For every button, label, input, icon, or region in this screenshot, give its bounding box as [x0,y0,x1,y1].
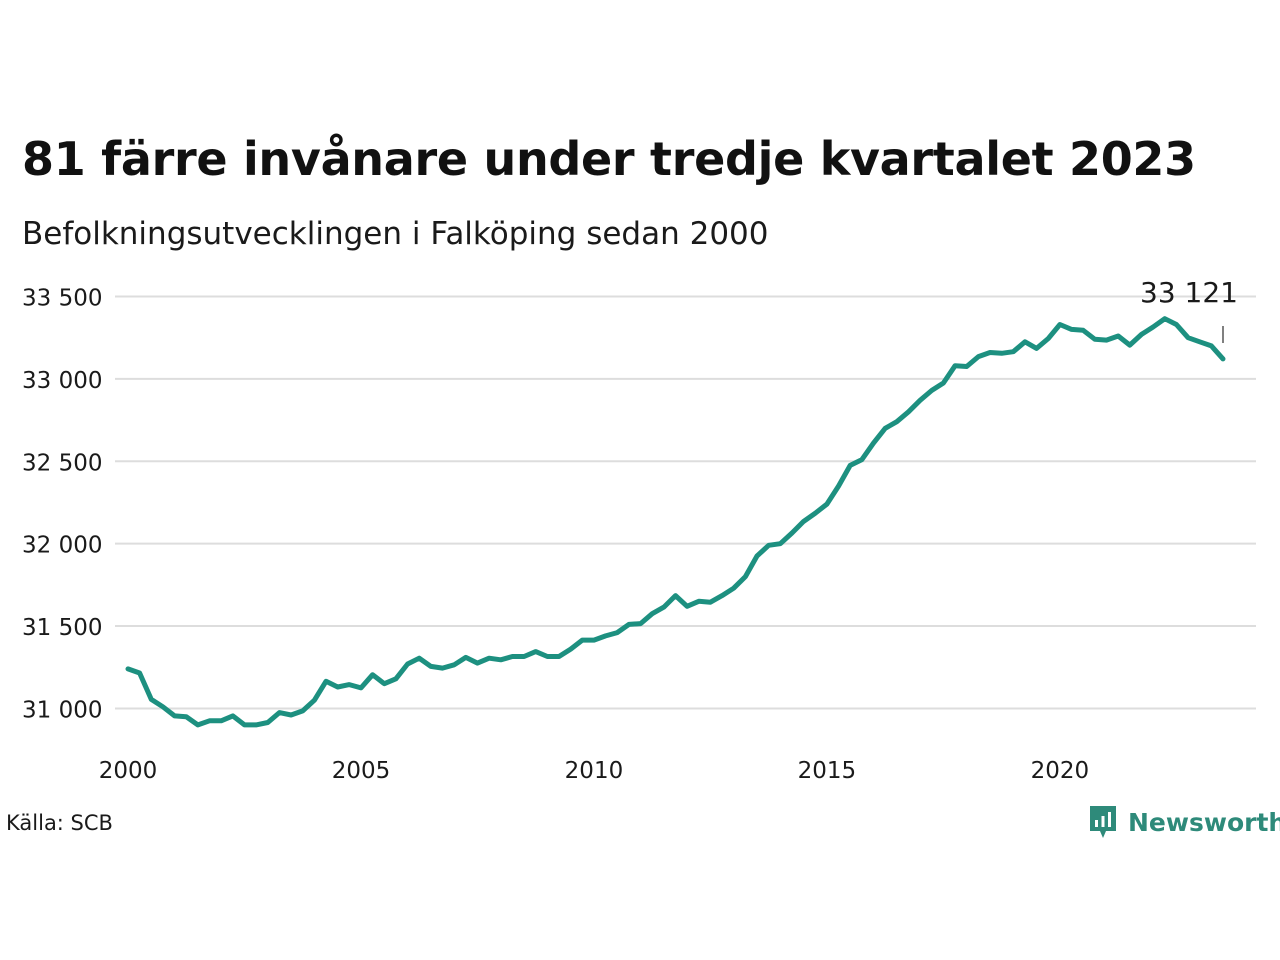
x-tick-label: 2020 [1031,758,1090,784]
series-layer [125,316,1226,728]
chart-subtitle: Befolkningsutvecklingen i Falköping seda… [22,216,769,252]
x-tick-label: 2010 [565,758,624,784]
y-tick-label: 33 500 [22,285,102,311]
chart-title: 81 färre invånare under tredje kvartalet… [22,132,1196,186]
brand-name: Newsworthy [1128,807,1280,837]
y-axis-tick-labels: 31 000 31 500 32 000 32 500 33 000 33 500 [22,285,102,723]
y-tick-label: 32 500 [22,450,102,476]
series-line [125,316,1226,728]
y-tick-label: 32 000 [22,533,102,559]
y-tick-label: 31 500 [22,615,102,641]
x-tick-label: 2000 [99,758,158,784]
x-tick-label: 2005 [332,758,391,784]
last-value-annotation: 33 121 [1140,276,1238,343]
y-tick-label: 31 000 [22,697,102,723]
source-note: Källa: SCB [6,811,113,835]
x-tick-label: 2015 [798,758,857,784]
newsworthy-chart-icon [1090,806,1116,838]
brand-logo[interactable]: Newsworthy [1088,804,1280,840]
annotation-label: 33 121 [1140,276,1238,309]
x-axis-tick-labels: 2000 2005 2010 2015 2020 [99,758,1089,784]
y-tick-label: 33 000 [22,368,102,394]
grid-lines [115,295,1256,710]
